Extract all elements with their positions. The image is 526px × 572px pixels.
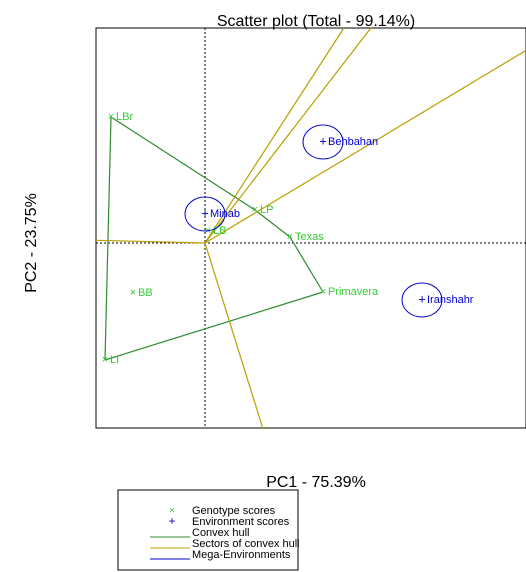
legend-label: Genotype scores — [192, 505, 276, 517]
plot-frame — [95, 27, 526, 429]
point-marker: + — [319, 133, 327, 148]
sector-line — [95, 239, 206, 244]
mega-environment-circle — [401, 282, 443, 318]
point-marker: × — [287, 231, 293, 243]
point-label: Primavera — [328, 286, 379, 298]
sector-line — [204, 27, 345, 244]
legend-label: Mega-Environments — [192, 549, 291, 561]
point-marker: × — [108, 111, 114, 123]
convex-hull-edge — [104, 291, 324, 361]
point-marker: × — [130, 287, 136, 299]
legend-marker: × — [169, 506, 175, 517]
point-label: LP — [260, 204, 273, 216]
legend-box — [117, 489, 299, 571]
point-label: LB — [213, 225, 226, 237]
legend-marker: + — [168, 514, 175, 528]
point-marker: × — [320, 286, 326, 298]
x-axis-label: PC1 - 75.39% — [266, 474, 366, 491]
point-label: Behbahan — [328, 136, 378, 148]
point-marker: × — [252, 204, 258, 216]
point-label: Minab — [210, 208, 240, 220]
sector-line — [204, 242, 264, 429]
point-marker: + — [418, 291, 426, 306]
mega-environment-circle — [302, 124, 344, 160]
point-label: LBr — [116, 111, 133, 123]
y-axis-label: PC2 - 23.75% — [23, 193, 40, 293]
mega-environment-circle — [184, 196, 226, 232]
convex-hull-edge — [289, 236, 324, 293]
convex-hull-edge — [254, 209, 291, 238]
legend-label: Convex hull — [192, 527, 249, 539]
point-label: LI — [110, 354, 119, 366]
convex-hull-edge — [110, 116, 256, 211]
chart-title: Scatter plot (Total - 99.14%) — [217, 13, 415, 30]
point-label: Iranshahr — [427, 294, 474, 306]
point-marker: × — [102, 354, 108, 366]
legend-label: Sectors of convex hull — [192, 538, 300, 550]
point-marker: + — [201, 205, 209, 220]
point-label: BB — [138, 287, 153, 299]
point-label: Texas — [295, 231, 324, 243]
convex-hull-edge — [104, 116, 112, 361]
sector-line — [204, 27, 372, 244]
sector-line — [204, 49, 526, 244]
legend-label: Environment scores — [192, 516, 290, 528]
